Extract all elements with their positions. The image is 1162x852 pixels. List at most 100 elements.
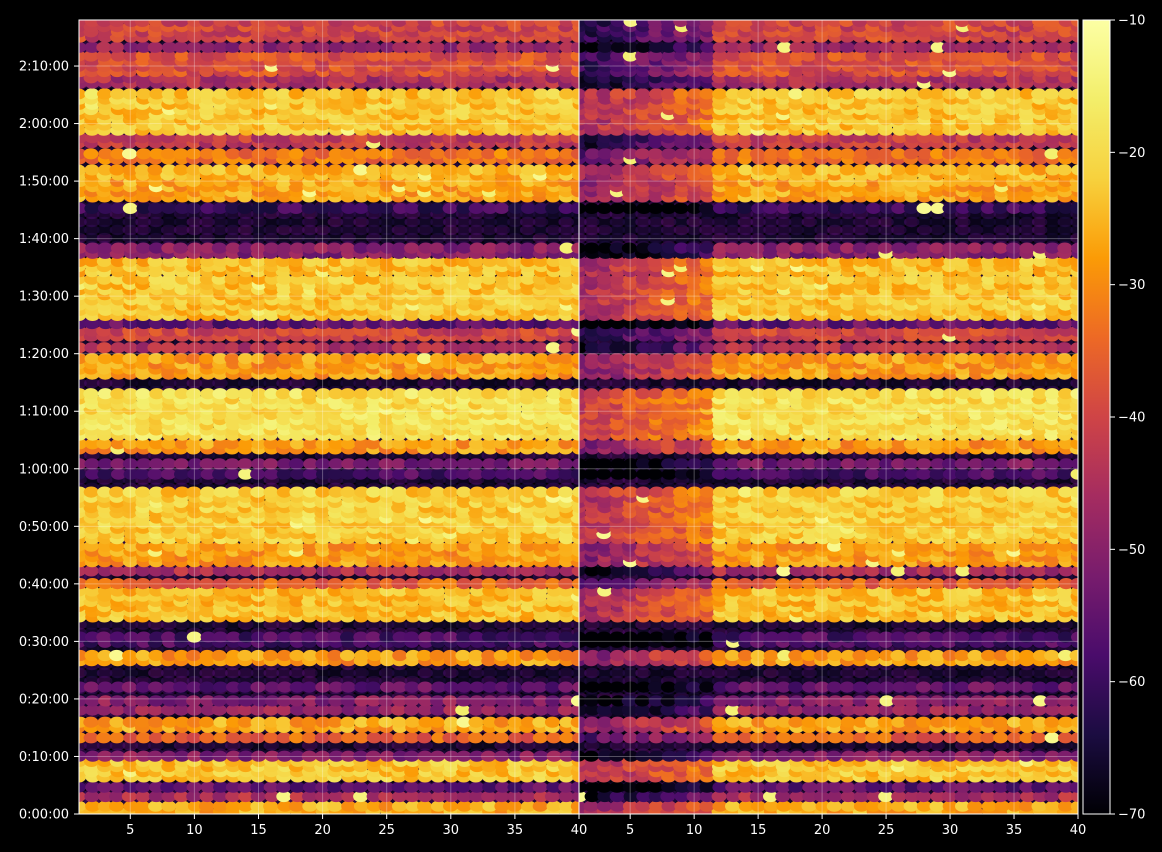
- heatmap-cell: [519, 649, 535, 662]
- heatmap-cell: [148, 695, 164, 707]
- heatmap-cell: [391, 740, 408, 751]
- heatmap-cell: [84, 695, 100, 707]
- heatmap-cell: [237, 619, 254, 630]
- heatmap-cell: [442, 732, 458, 744]
- heatmap-cell: [532, 667, 549, 679]
- heatmap-cell: [160, 667, 177, 679]
- heatmap-cell: [456, 695, 472, 707]
- heatmap-cell: [519, 667, 536, 679]
- heatmap-cell: [173, 667, 190, 679]
- heatmap-cell: [199, 619, 215, 630]
- heatmap-cell: [97, 681, 113, 693]
- heatmap-cell: [250, 667, 267, 679]
- heatmap-cell: [109, 619, 126, 630]
- heatmap-cell: [109, 667, 126, 679]
- heatmap-cell: [456, 681, 472, 693]
- heatmap-cell: [482, 781, 498, 793]
- heatmap-cell: [109, 740, 126, 751]
- heatmap-cell: [506, 681, 522, 693]
- heatmap-cell: [301, 732, 317, 744]
- heatmap-cell: [493, 649, 509, 662]
- heatmap-cell: [134, 800, 150, 812]
- heatmap-cell: [507, 667, 523, 679]
- heatmap-cell: [417, 619, 434, 630]
- heatmap-cell: [96, 619, 113, 630]
- heatmap-cell: [123, 732, 139, 744]
- heatmap-cell: [481, 667, 498, 679]
- heatmap-cell: [135, 740, 151, 751]
- heatmap-cell: [494, 619, 510, 630]
- heatmap-cell: [237, 740, 254, 751]
- heatmap-cell: [289, 619, 305, 630]
- heatmap-cell: [83, 681, 99, 693]
- heatmap-cell: [391, 619, 408, 630]
- heatmap-cell: [276, 740, 292, 751]
- heatmap-cell: [532, 740, 549, 751]
- heatmap-cell: [225, 695, 241, 707]
- heatmap-cell: [109, 695, 125, 707]
- heatmap-cell: [481, 619, 498, 630]
- heatmap-cell: [314, 740, 331, 751]
- heatmap-cell: [289, 781, 305, 793]
- heatmap-cell: [391, 800, 407, 812]
- heatmap-cell: [263, 667, 280, 679]
- heatmap-cell: [327, 667, 344, 679]
- heatmap-cell: [160, 740, 177, 751]
- heatmap-cell: [468, 732, 483, 744]
- heatmap-cell: [186, 667, 203, 679]
- heatmap-cell: [404, 681, 420, 693]
- heatmap-cell: [237, 716, 253, 728]
- heatmap-cell: [353, 740, 369, 751]
- heatmap-cell: [455, 781, 471, 793]
- heatmap-cell: [213, 681, 228, 693]
- heatmap-cell: [276, 619, 292, 630]
- heatmap-cell: [378, 716, 394, 728]
- heatmap-cell: [251, 695, 267, 707]
- heatmap-cell: [469, 681, 485, 693]
- heatmap-cell: [544, 716, 560, 728]
- heatmap-cell: [340, 681, 356, 693]
- heatmap-cell: [250, 781, 266, 793]
- heatmap-cell: [378, 619, 395, 630]
- heatmap-cell: [430, 619, 446, 630]
- heatmap-cells-left: [79, 20, 579, 814]
- heatmap-cell: [109, 781, 125, 793]
- heatmap-cell: [366, 619, 382, 630]
- heatmap-cell: [225, 619, 241, 630]
- heatmap-cell: [340, 619, 357, 630]
- heatmap-cell: [212, 619, 228, 630]
- heatmap-cell: [212, 667, 228, 679]
- heatmap-cell: [122, 667, 139, 679]
- heatmap-cell: [161, 800, 177, 812]
- heatmap-cell: [160, 619, 177, 630]
- heatmap-cell: [302, 740, 318, 751]
- heatmap-cell: [109, 716, 125, 728]
- heatmap-cell: [327, 619, 344, 630]
- heatmap-cell: [148, 619, 164, 630]
- heatmap-cell: [173, 740, 190, 751]
- heatmap-cell: [122, 649, 138, 662]
- heatmap-cell: [327, 800, 343, 812]
- heatmap-cell: [353, 619, 369, 630]
- heatmap-cell: [314, 667, 331, 679]
- heatmap-cell: [340, 716, 356, 728]
- heatmap-cell: [122, 740, 139, 751]
- heatmap-cell: [135, 716, 150, 728]
- heatmap-cell: [186, 740, 203, 751]
- heatmap-cell: [301, 716, 317, 728]
- heatmap-cell: [302, 619, 318, 630]
- heatmap-cell: [96, 667, 113, 679]
- heatmap-cell: [353, 667, 369, 679]
- heatmap-cell: [83, 716, 99, 728]
- heatmap-cell: [545, 619, 562, 630]
- heatmap-cell: [366, 740, 382, 751]
- heatmap-cell: [121, 681, 137, 693]
- heatmap-cell: [366, 667, 382, 679]
- heatmap-cell: [481, 740, 498, 751]
- heatmap-cell: [340, 732, 356, 744]
- heatmap-cell: [328, 732, 343, 744]
- heatmap-cell: [378, 667, 395, 679]
- heatmap-cell: [404, 619, 421, 630]
- heatmap-cell: [211, 695, 227, 707]
